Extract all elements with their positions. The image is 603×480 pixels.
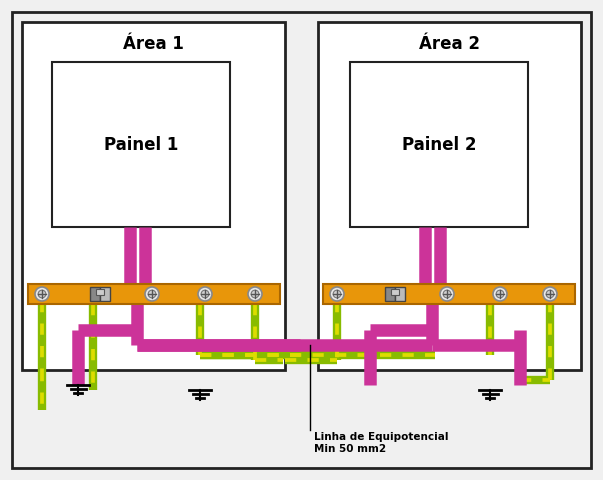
Circle shape: [201, 290, 209, 298]
Bar: [318, 22, 581, 370]
Bar: [385, 287, 395, 301]
Bar: [90, 287, 100, 301]
Circle shape: [35, 287, 49, 301]
Circle shape: [330, 287, 344, 301]
Circle shape: [145, 287, 159, 301]
Bar: [22, 22, 285, 370]
Text: Área 1: Área 1: [123, 35, 184, 53]
Circle shape: [496, 290, 504, 298]
Bar: [52, 62, 230, 227]
Bar: [395, 287, 405, 301]
Circle shape: [546, 290, 554, 298]
Text: Painel 1: Painel 1: [104, 135, 178, 154]
Circle shape: [493, 287, 507, 301]
Bar: [100, 287, 110, 301]
Bar: [28, 284, 280, 304]
Circle shape: [38, 290, 46, 298]
Circle shape: [333, 290, 341, 298]
Circle shape: [198, 287, 212, 301]
Circle shape: [248, 287, 262, 301]
Bar: [96, 289, 104, 295]
Bar: [350, 62, 528, 227]
Bar: [391, 289, 399, 295]
Text: Linha de Equipotencial
Min 50 mm2: Linha de Equipotencial Min 50 mm2: [314, 432, 449, 454]
Bar: [323, 284, 575, 304]
Circle shape: [440, 287, 454, 301]
Circle shape: [543, 287, 557, 301]
Circle shape: [251, 290, 259, 298]
Text: Área 2: Área 2: [419, 35, 480, 53]
Circle shape: [148, 290, 156, 298]
Text: Painel 2: Painel 2: [402, 135, 476, 154]
Circle shape: [443, 290, 451, 298]
